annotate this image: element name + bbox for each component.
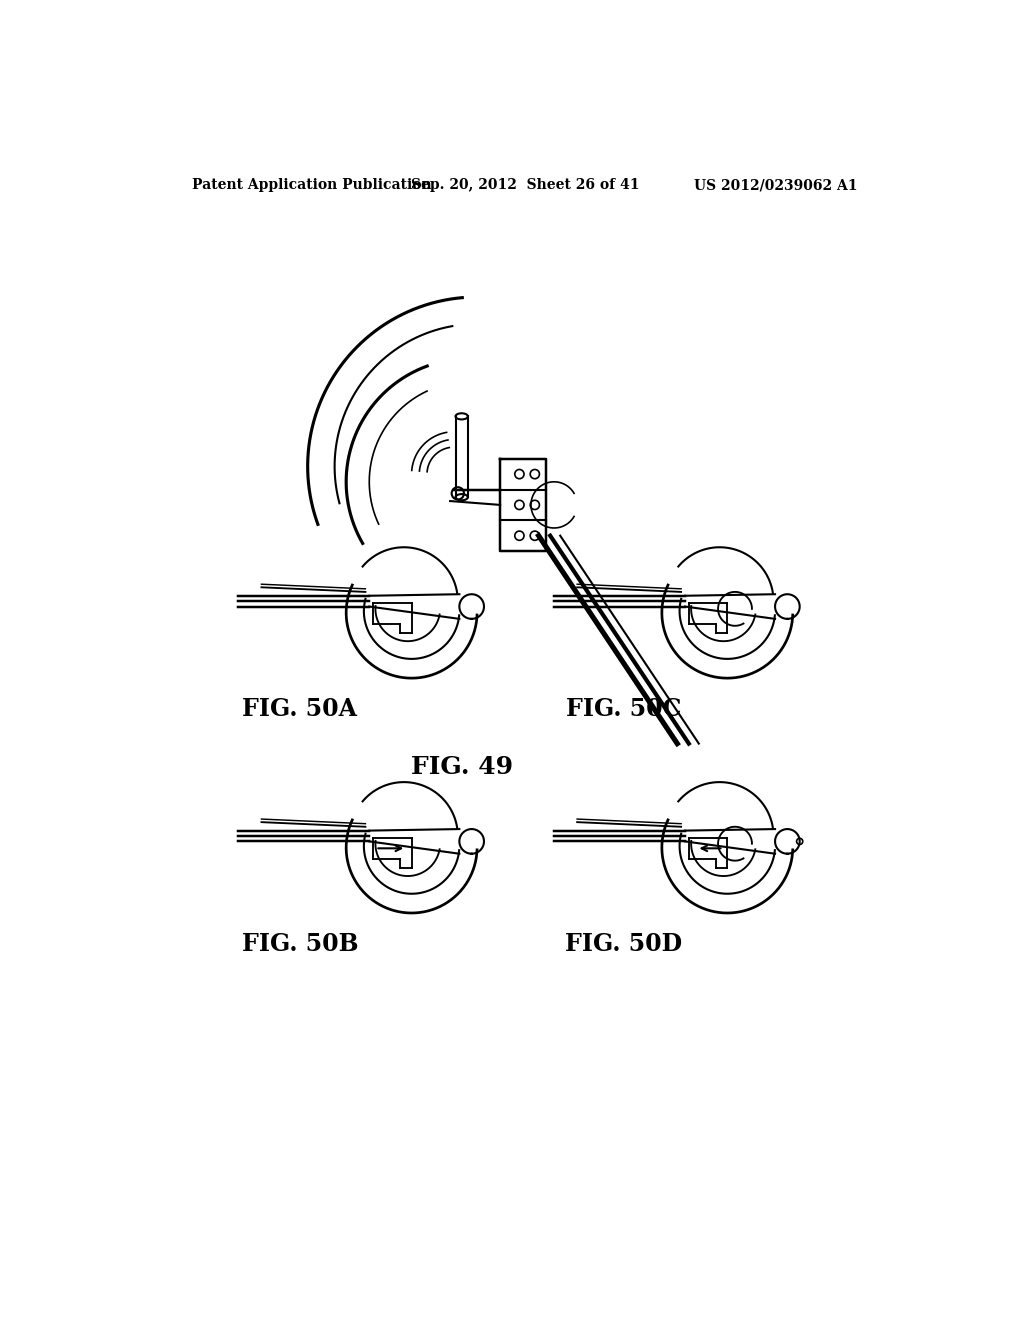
- Text: FIG. 50B: FIG. 50B: [242, 932, 358, 956]
- Text: FIG. 50C: FIG. 50C: [565, 697, 681, 721]
- Text: FIG. 50A: FIG. 50A: [243, 697, 357, 721]
- Text: Patent Application Publication: Patent Application Publication: [193, 178, 432, 193]
- Text: US 2012/0239062 A1: US 2012/0239062 A1: [694, 178, 857, 193]
- Text: FIG. 49: FIG. 49: [411, 755, 513, 779]
- Text: FIG. 50D: FIG. 50D: [565, 932, 682, 956]
- Text: Sep. 20, 2012  Sheet 26 of 41: Sep. 20, 2012 Sheet 26 of 41: [411, 178, 639, 193]
